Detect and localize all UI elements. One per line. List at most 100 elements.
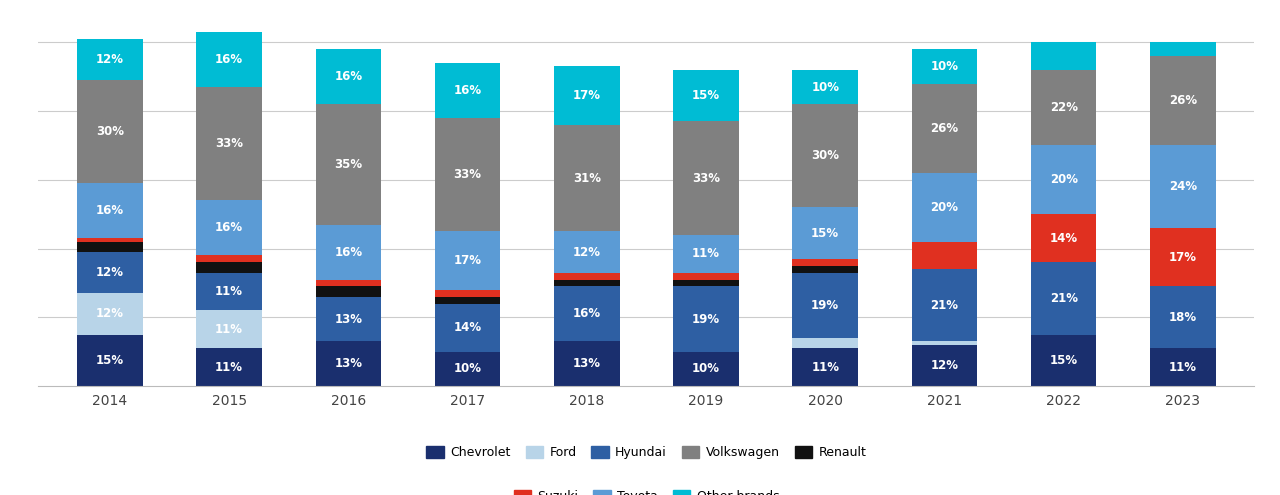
Bar [435, 303, 500, 352]
Bar [316, 297, 381, 342]
Text: 19%: 19% [692, 312, 721, 326]
Text: 13%: 13% [334, 312, 362, 326]
Text: 19%: 19% [812, 299, 840, 312]
Text: 11%: 11% [215, 361, 243, 374]
Bar [911, 269, 977, 342]
Text: 30%: 30% [96, 125, 124, 138]
Bar [316, 225, 381, 280]
Text: 21%: 21% [931, 299, 959, 312]
Text: 12%: 12% [931, 359, 959, 372]
Text: 35%: 35% [334, 158, 362, 171]
Bar [1030, 262, 1097, 335]
Bar [316, 287, 381, 297]
Text: 11%: 11% [812, 361, 840, 374]
Bar [554, 273, 620, 280]
Text: 11%: 11% [215, 323, 243, 336]
Text: 16%: 16% [334, 70, 362, 83]
Bar [196, 273, 262, 310]
Text: 15%: 15% [96, 354, 124, 367]
Bar [316, 342, 381, 386]
Bar [196, 32, 262, 87]
Bar [77, 238, 142, 242]
Text: 30%: 30% [812, 149, 840, 162]
Text: 12%: 12% [96, 53, 124, 66]
Bar [1030, 146, 1097, 214]
Text: 16%: 16% [96, 204, 124, 217]
Bar [435, 63, 500, 118]
Bar [196, 200, 262, 255]
Bar [911, 342, 977, 345]
Bar [1151, 348, 1216, 386]
Text: 16%: 16% [215, 221, 243, 235]
Text: 10%: 10% [812, 81, 840, 94]
Text: 12%: 12% [572, 246, 600, 258]
Bar [1030, 214, 1097, 262]
Bar [196, 310, 262, 348]
Bar [1151, 56, 1216, 146]
Bar [554, 342, 620, 386]
Bar [316, 104, 381, 225]
Text: 10%: 10% [453, 362, 481, 375]
Text: 33%: 33% [453, 168, 481, 181]
Bar [316, 280, 381, 287]
Text: 11%: 11% [215, 285, 243, 298]
Bar [792, 207, 858, 259]
Bar [911, 49, 977, 84]
Bar [1151, 228, 1216, 287]
Text: 20%: 20% [931, 201, 959, 214]
Bar [673, 70, 739, 121]
Bar [673, 273, 739, 280]
Bar [673, 280, 739, 287]
Text: 12%: 12% [96, 266, 124, 279]
Bar [554, 232, 620, 273]
Bar [1030, 70, 1097, 146]
Text: 21%: 21% [1050, 292, 1078, 305]
Text: 11%: 11% [692, 248, 721, 260]
Bar [911, 345, 977, 386]
Text: 16%: 16% [334, 246, 362, 258]
Bar [1151, 43, 1216, 56]
Bar [554, 66, 620, 125]
Text: 16%: 16% [572, 307, 600, 320]
Bar [196, 262, 262, 273]
Text: 17%: 17% [453, 254, 481, 267]
Text: 16%: 16% [453, 84, 481, 97]
Bar [77, 80, 142, 183]
Text: 17%: 17% [572, 89, 600, 102]
Bar [77, 335, 142, 386]
Text: 15%: 15% [1050, 354, 1078, 367]
Bar [1030, 43, 1097, 70]
Bar [77, 293, 142, 335]
Text: 16%: 16% [215, 53, 243, 66]
Text: 14%: 14% [1050, 232, 1078, 245]
Text: 24%: 24% [1169, 180, 1197, 193]
Bar [911, 242, 977, 269]
Bar [911, 173, 977, 242]
Bar [792, 259, 858, 266]
Bar [792, 70, 858, 104]
Bar [554, 125, 620, 232]
Bar [673, 235, 739, 273]
Bar [673, 287, 739, 352]
Bar [554, 287, 620, 342]
Text: 15%: 15% [812, 227, 840, 240]
Bar [435, 352, 500, 386]
Bar [792, 104, 858, 207]
Bar [792, 266, 858, 273]
Text: 12%: 12% [96, 307, 124, 320]
Bar [792, 348, 858, 386]
Text: 22%: 22% [1050, 101, 1078, 114]
Bar [1030, 335, 1097, 386]
Bar [435, 290, 500, 297]
Bar [316, 49, 381, 104]
Text: 33%: 33% [692, 172, 721, 185]
Text: 15%: 15% [692, 89, 721, 102]
Bar [77, 183, 142, 238]
Text: 13%: 13% [334, 357, 362, 370]
Bar [1151, 287, 1216, 348]
Text: 17%: 17% [1169, 250, 1197, 264]
Bar [792, 273, 858, 338]
Bar [196, 348, 262, 386]
Text: 33%: 33% [215, 137, 243, 150]
Text: 20%: 20% [1050, 173, 1078, 186]
